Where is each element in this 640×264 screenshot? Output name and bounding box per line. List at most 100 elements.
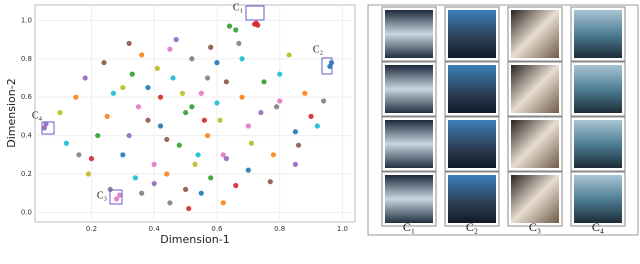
cluster-label: C₄ xyxy=(32,110,43,121)
column-label: C₁ xyxy=(403,220,415,234)
cluster-box xyxy=(41,121,55,135)
point xyxy=(214,100,220,106)
point xyxy=(76,152,82,158)
point xyxy=(321,98,327,104)
y-tick-label: 0.6 xyxy=(21,93,33,101)
point xyxy=(204,132,211,139)
point xyxy=(113,196,120,202)
cluster-box xyxy=(321,57,333,75)
x-tick-label: 0.8 xyxy=(274,225,285,233)
point xyxy=(302,90,308,96)
point xyxy=(173,36,179,43)
point xyxy=(95,132,101,139)
point xyxy=(286,52,292,58)
thumbnail xyxy=(385,175,433,223)
point xyxy=(328,60,335,66)
point xyxy=(292,161,298,167)
point xyxy=(248,140,255,146)
thumbnail xyxy=(574,175,622,223)
point xyxy=(220,152,226,158)
point xyxy=(101,60,107,66)
point xyxy=(208,175,214,181)
y-tick-label: 0.8 xyxy=(21,55,32,63)
x-tick-label: 0.6 xyxy=(211,225,223,233)
thumbnail xyxy=(574,120,622,168)
point xyxy=(157,94,164,100)
x-tick-label: 0.4 xyxy=(149,225,161,233)
point xyxy=(308,113,314,119)
point xyxy=(186,205,192,212)
point xyxy=(164,171,170,177)
point xyxy=(126,132,132,139)
point xyxy=(245,123,251,129)
point xyxy=(277,71,283,77)
point xyxy=(189,104,195,110)
point xyxy=(126,40,132,47)
point xyxy=(182,186,189,192)
point xyxy=(43,121,49,127)
thumbnail xyxy=(574,65,622,113)
point xyxy=(73,94,79,100)
x-tick-label: 1.0 xyxy=(337,225,348,233)
point xyxy=(195,152,201,158)
point xyxy=(145,117,151,123)
point xyxy=(135,104,142,110)
point xyxy=(223,79,229,85)
point xyxy=(57,109,63,116)
plot-frame xyxy=(34,4,356,223)
thumbnail xyxy=(385,120,433,168)
point xyxy=(120,152,126,158)
x-tick-label: 0.2 xyxy=(86,225,97,233)
point xyxy=(85,171,91,177)
point xyxy=(63,140,69,146)
point xyxy=(233,182,239,189)
thumbnail xyxy=(385,10,433,58)
point xyxy=(270,152,277,158)
point xyxy=(120,84,126,91)
point xyxy=(154,65,160,71)
point xyxy=(236,40,242,47)
point xyxy=(245,167,251,173)
point xyxy=(220,200,226,206)
point xyxy=(217,117,223,123)
point xyxy=(129,71,135,77)
point xyxy=(198,90,204,96)
cluster-label: C₃ xyxy=(97,190,107,201)
point xyxy=(157,123,164,129)
y-axis-label: Dimension-2 xyxy=(5,78,18,147)
point xyxy=(223,156,229,162)
point xyxy=(82,75,88,81)
point xyxy=(198,190,204,196)
cluster-box xyxy=(245,5,265,21)
point xyxy=(139,190,145,196)
point xyxy=(273,104,280,110)
cluster-box xyxy=(109,189,123,205)
point xyxy=(182,109,189,116)
point xyxy=(261,79,267,85)
point xyxy=(104,113,110,119)
point xyxy=(170,75,176,81)
point xyxy=(258,109,264,116)
point xyxy=(277,98,283,104)
point xyxy=(239,94,245,100)
thumbnail xyxy=(448,120,496,168)
column-label: C₄ xyxy=(592,220,604,234)
y-tick-label: 1.0 xyxy=(21,16,32,24)
point xyxy=(145,84,151,91)
y-tick-label: 0.2 xyxy=(21,170,32,178)
column-label: C₂ xyxy=(466,220,478,234)
thumbnail xyxy=(574,10,622,58)
thumbnail xyxy=(448,175,496,223)
point xyxy=(192,161,198,167)
thumbnail xyxy=(448,65,496,113)
point xyxy=(117,192,123,198)
point xyxy=(151,180,157,187)
point xyxy=(267,179,273,185)
point xyxy=(179,90,186,96)
point xyxy=(255,22,261,28)
point xyxy=(167,46,173,52)
point xyxy=(167,200,173,206)
point xyxy=(164,136,170,143)
point xyxy=(239,56,245,62)
